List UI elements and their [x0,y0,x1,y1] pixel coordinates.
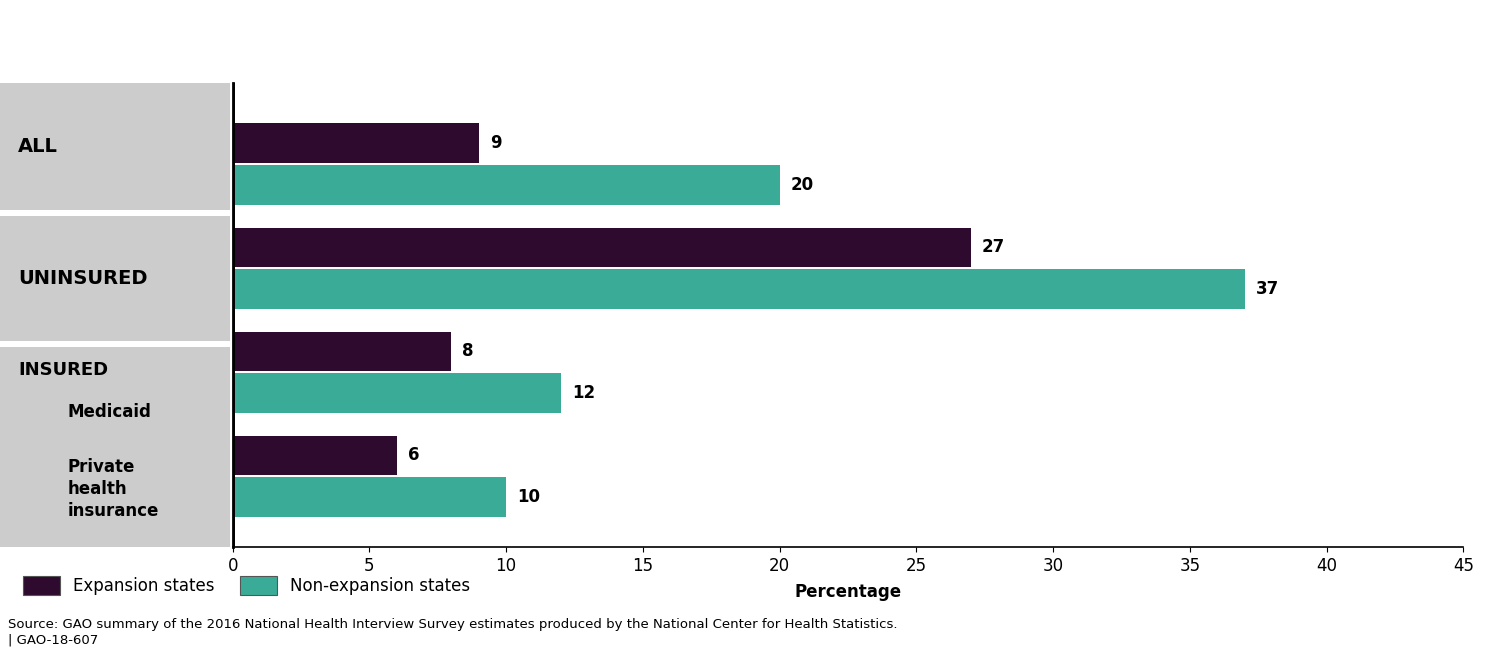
Text: 6: 6 [408,446,419,464]
X-axis label: Percentage: Percentage [794,583,902,601]
Bar [233,165,779,205]
Bar [233,436,396,475]
Bar [233,123,479,163]
Text: 12: 12 [572,384,594,402]
Text: 10: 10 [518,488,540,506]
Text: 27: 27 [982,238,1006,257]
Text: 9: 9 [489,134,501,152]
Text: Private
health
insurance: Private health insurance [68,457,159,520]
Legend: Expansion states, Non-expansion states: Expansion states, Non-expansion states [24,575,470,595]
Text: Medicaid: Medicaid [68,402,152,421]
Bar [233,373,561,413]
Bar [233,227,971,267]
Text: 37: 37 [1256,280,1279,298]
Bar [233,269,1244,309]
Text: 8: 8 [462,342,474,361]
Text: UNINSURED: UNINSURED [18,269,147,288]
Text: 20: 20 [791,176,814,194]
Text: Source: GAO summary of the 2016 National Health Interview Survey estimates produ: Source: GAO summary of the 2016 National… [8,619,898,646]
Bar [233,477,506,516]
Text: INSURED: INSURED [18,361,108,379]
Bar [233,332,452,371]
Text: ALL: ALL [18,137,59,156]
